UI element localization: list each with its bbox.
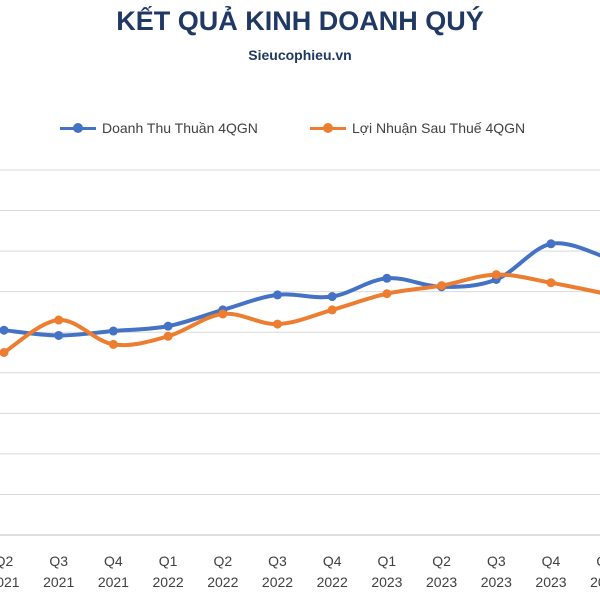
data-point-revenue [163, 321, 173, 331]
data-point-profit [108, 339, 118, 349]
gridlines [0, 169, 600, 536]
data-point-profit [54, 315, 64, 325]
data-point-revenue [546, 239, 556, 249]
x-tick-label-quarter: Q3 [49, 553, 68, 569]
x-tick-label-quarter: Q4 [542, 553, 561, 569]
x-tick-label-year: 2021 [0, 574, 20, 590]
x-tick-label-quarter: Q1 [159, 553, 178, 569]
x-tick-label-quarter: Q2 [213, 553, 232, 569]
chart-title: KẾT QUẢ KINH DOANH QUÝ [116, 6, 484, 36]
data-point-revenue [0, 325, 9, 335]
data-point-profit [437, 281, 447, 291]
x-tick-label-quarter: Q2 [0, 553, 14, 569]
legend-swatch-profit [310, 121, 346, 135]
data-point-profit [273, 319, 282, 329]
legend-label-profit: Lợi Nhuận Sau Thuế 4QGN [352, 120, 526, 136]
x-tick-label-year: 2021 [43, 574, 74, 590]
data-point-profit [382, 289, 392, 299]
x-tick-label-year: 2024 [590, 574, 600, 590]
data-point-revenue [327, 292, 337, 302]
x-tick-label-year: 2023 [371, 574, 402, 590]
data-point-revenue [108, 326, 118, 336]
x-tick-label-year: 2022 [207, 574, 238, 590]
legend-item-revenue: Doanh Thu Thuần 4QGN [60, 120, 258, 136]
x-tick-label-year: 2023 [426, 574, 457, 590]
x-tick-label-quarter: Q2 [432, 553, 451, 569]
data-point-profit [0, 348, 9, 357]
data-point-revenue [382, 273, 392, 283]
legend-label-revenue: Doanh Thu Thuần 4QGN [102, 120, 258, 136]
x-tick-label-year: 2021 [98, 574, 129, 590]
chart-subtitle: Sieucophieu.vn [248, 47, 352, 63]
x-tick-label-quarter: Q1 [378, 553, 397, 569]
series-line-profit [2, 272, 600, 355]
legend-swatch-revenue [60, 121, 96, 135]
data-point-profit [491, 270, 501, 280]
data-point-profit [218, 309, 228, 319]
x-axis-ticks: Q2 2021 Q3 2021 Q4 2021 Q1 2022 Q2 2022 Q3 2022 Q4 20… [0, 553, 600, 590]
x-tick-label-year: 2023 [481, 574, 512, 590]
data-point-revenue [273, 290, 282, 300]
series-lines [0, 239, 600, 357]
legend: Doanh Thu Thuần 4QGN Lợi Nhuận Sau Thuế … [0, 120, 600, 142]
data-point-revenue [54, 330, 64, 340]
x-tick-label-quarter: Q1 [596, 553, 600, 569]
x-tick-label-quarter: Q3 [487, 553, 506, 569]
x-tick-label-quarter: Q3 [268, 553, 287, 569]
legend-item-profit: Lợi Nhuận Sau Thuế 4QGN [310, 120, 525, 136]
x-tick-label-year: 2023 [535, 574, 566, 590]
x-tick-label-year: 2022 [317, 574, 348, 590]
x-tick-label-quarter: Q4 [104, 553, 123, 569]
series-line-revenue [2, 241, 600, 338]
x-tick-label-year: 2022 [262, 574, 293, 590]
data-point-profit [163, 331, 173, 341]
x-tick-label-year: 2022 [153, 574, 184, 590]
data-point-profit [546, 278, 556, 288]
data-point-profit [327, 305, 337, 315]
x-tick-label-quarter: Q4 [323, 553, 342, 569]
